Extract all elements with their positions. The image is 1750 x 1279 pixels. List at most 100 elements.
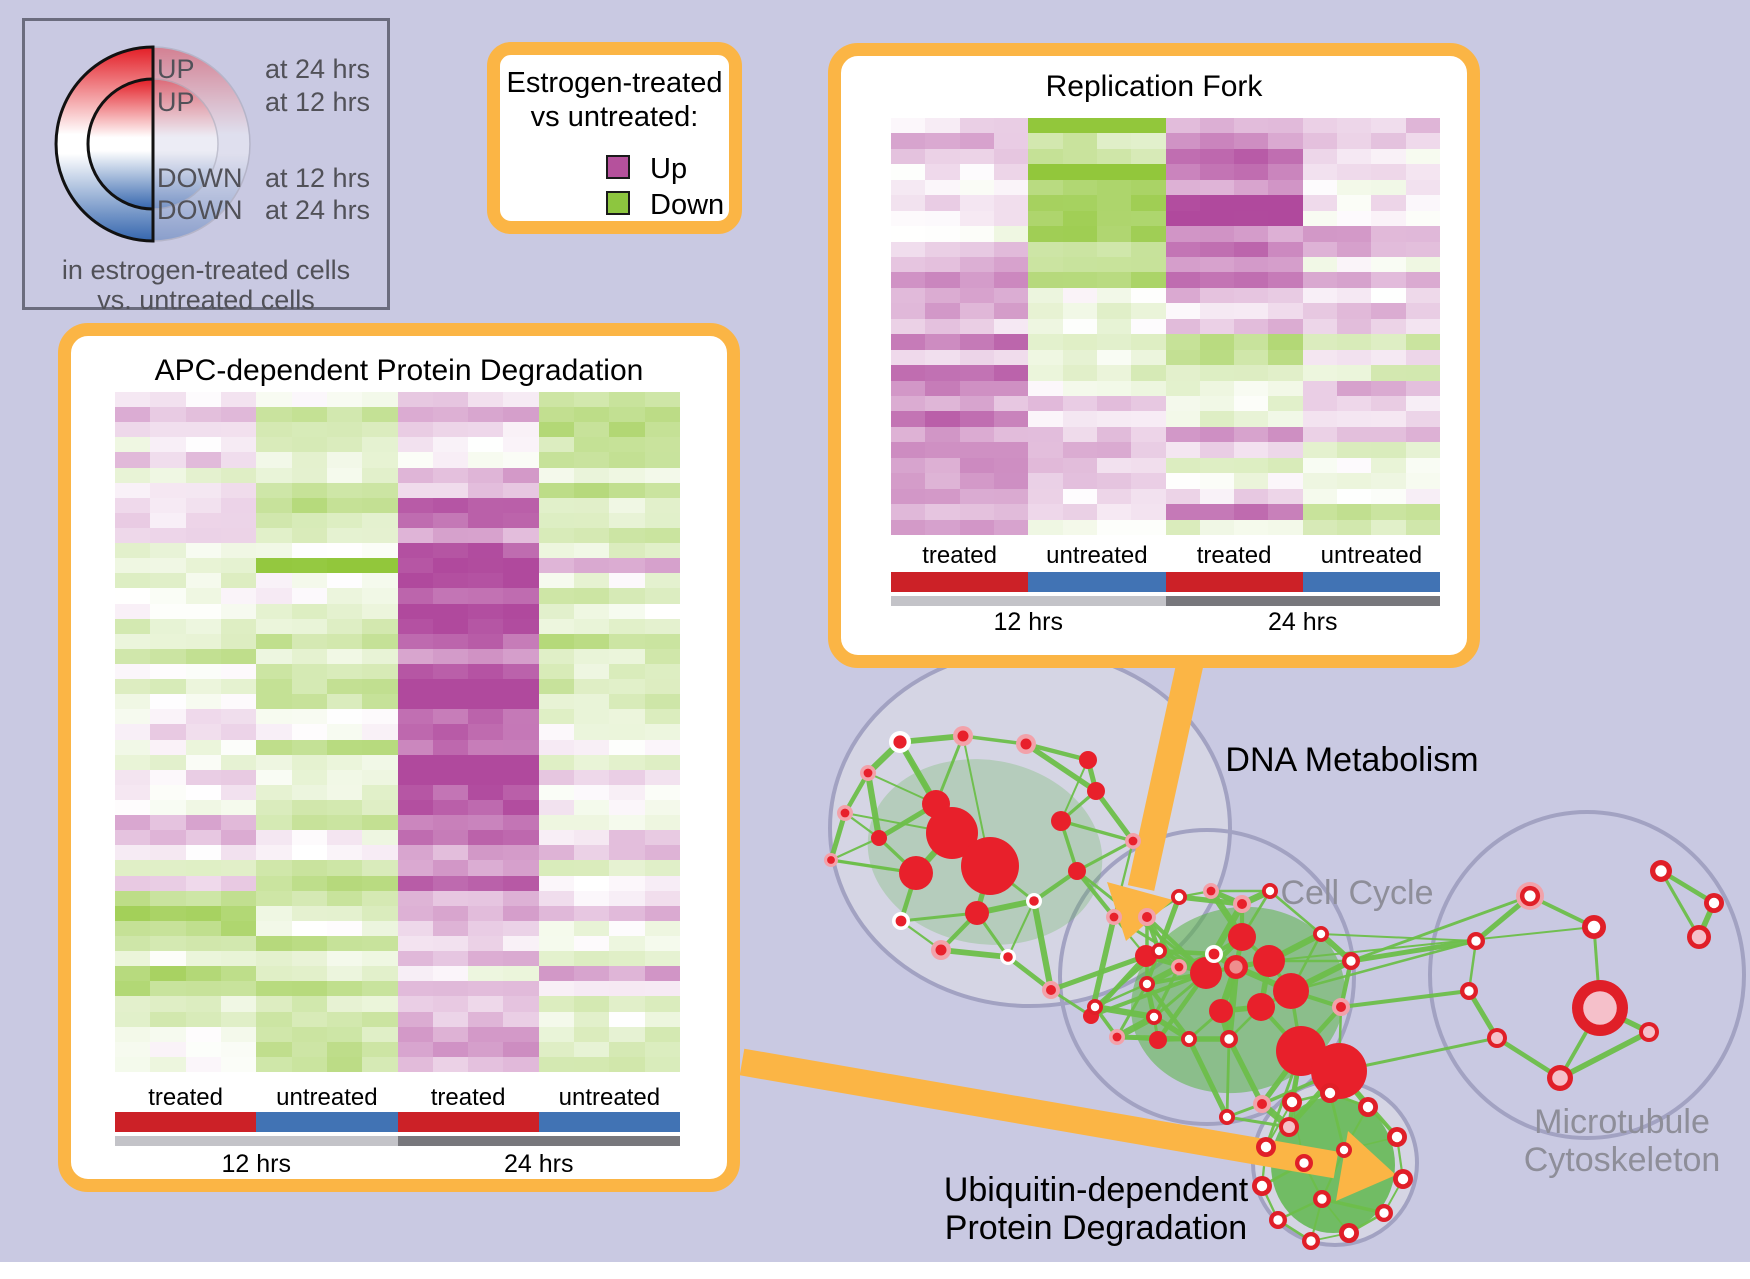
label-ubiquitin-line2: Protein Degradation (944, 1209, 1248, 1247)
network-node (1316, 929, 1326, 939)
heatmap-cell (644, 769, 680, 785)
heatmap-cell (150, 754, 186, 770)
network-node (1247, 993, 1275, 1021)
heatmap-cell (891, 519, 926, 535)
heatmap-cell (1371, 411, 1406, 427)
heatmap-cell (891, 318, 926, 335)
heatmap-cell (256, 603, 292, 619)
heatmap-cell (609, 754, 645, 770)
heatmap-cell (1302, 118, 1338, 134)
heatmap-cell (574, 754, 610, 770)
heatmap-cell (185, 799, 221, 816)
heatmap-cell (891, 457, 926, 474)
heatmap-cell (150, 799, 186, 816)
heatmap-cell (220, 996, 257, 1012)
apc-period-labels: 12 hrs 24 hrs (115, 1150, 680, 1180)
heatmap-cell (959, 148, 994, 165)
heatmap-cell (1165, 349, 1200, 366)
down-swatch (606, 191, 630, 215)
rf-group-labels: treated untreated treated untreated (891, 542, 1440, 570)
heatmap-cell (993, 257, 1029, 273)
heatmap-cell (925, 349, 960, 366)
heatmap-cell (256, 830, 292, 846)
heatmap-cell (891, 179, 926, 196)
network-node (965, 901, 989, 925)
heatmap-cell (115, 422, 151, 438)
heatmap-cell (1405, 179, 1440, 196)
heatmap-cell (291, 724, 327, 740)
heatmap-cell (1268, 148, 1303, 165)
heatmap-cell (959, 488, 994, 505)
heatmap-cell (1371, 426, 1406, 443)
heatmap-cell (291, 527, 327, 544)
network-node (1362, 1101, 1374, 1113)
heatmap-cell (1199, 148, 1235, 165)
heatmap-cell (538, 527, 575, 544)
heatmap-cell (1234, 303, 1269, 319)
heatmap-cell (291, 1011, 327, 1027)
heatmap-cell (432, 935, 469, 952)
heatmap-cell (468, 1026, 504, 1042)
network-node (1087, 782, 1105, 800)
heatmap-cell (1302, 519, 1338, 535)
heatmap-cell (609, 543, 645, 559)
heatmap-cell (397, 784, 433, 800)
network-node (1257, 1099, 1267, 1109)
heatmap-cell (1096, 272, 1132, 288)
network-edge (1060, 819, 1134, 843)
heatmap-cell (891, 334, 926, 350)
heatmap-cell (538, 603, 575, 619)
network-edge (1090, 971, 1207, 1018)
heatmap-cell (1337, 179, 1372, 196)
heatmap-cell (993, 318, 1029, 335)
heatmap-cell (256, 482, 292, 498)
heatmap-cell (644, 588, 680, 604)
heatmap-cell (538, 633, 575, 649)
heatmap-cell (503, 1056, 539, 1072)
heatmap-cell (1405, 210, 1440, 227)
heatmap-cell (1131, 488, 1166, 505)
network-node (871, 830, 887, 846)
heatmap-cell (574, 966, 610, 982)
heatmap-cell (220, 709, 257, 725)
heatmap-cell (362, 709, 398, 725)
heatmap-cell (432, 422, 469, 438)
heatmap-cell (609, 497, 645, 513)
heatmap-cell (362, 543, 398, 559)
heatmap-cell (362, 407, 398, 423)
heatmap-cell (959, 396, 994, 412)
heatmap-cell (1028, 318, 1063, 335)
heatmap-cell (362, 754, 398, 770)
network-node (1128, 836, 1138, 846)
heatmap-cell (150, 512, 186, 528)
heatmap-cell (115, 543, 151, 559)
heatmap-cell (220, 981, 257, 997)
heatmap-cell (644, 694, 680, 710)
heatmap-cell (1302, 365, 1338, 381)
heatmap-cell (574, 527, 610, 544)
heatmap-cell (503, 845, 539, 861)
heatmap-cell (538, 1026, 575, 1042)
heatmap-cell (1165, 411, 1200, 427)
heatmap-cell (538, 663, 575, 680)
heatmap-cell (574, 663, 610, 680)
heatmap-cell (959, 303, 994, 319)
heatmap-cell (574, 648, 610, 664)
heatmap-cell (326, 588, 363, 604)
heatmap-cell (185, 966, 221, 982)
network-node (1046, 985, 1056, 995)
heatmap-cell (220, 799, 257, 816)
heatmap-cell (1165, 226, 1200, 242)
heatmap-cell (256, 920, 292, 936)
heatmap-cell (1062, 488, 1097, 505)
heatmap-cell (185, 890, 221, 906)
heatmap-cell (1131, 473, 1166, 489)
heatmap-cell (1165, 488, 1200, 505)
heatmap-cell (432, 437, 469, 453)
heatmap-cell (1268, 133, 1303, 149)
heatmap-cell (644, 935, 680, 952)
heatmap-cell (150, 1026, 186, 1042)
network-edge (828, 812, 848, 861)
heatmap-cell (115, 392, 151, 408)
heatmap-cell (115, 573, 151, 589)
